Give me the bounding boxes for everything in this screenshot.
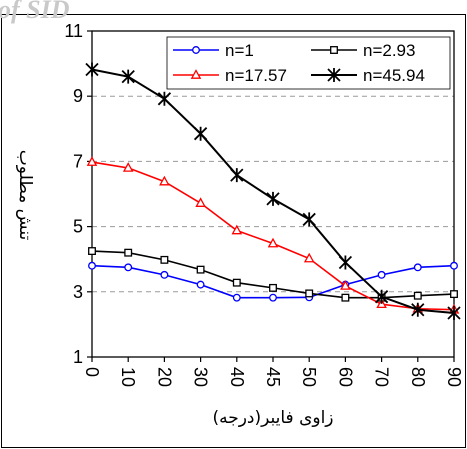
data-point-star [302, 212, 316, 227]
data-point-star [338, 255, 353, 270]
legend-label: n=45.94 [363, 66, 425, 85]
series [85, 62, 461, 320]
x-tick-label: 45 [263, 367, 283, 387]
y-tick-label: 1 [73, 347, 83, 367]
data-point-circle [160, 270, 169, 279]
data-point-star [411, 302, 425, 317]
y-tick-label: 9 [73, 86, 83, 106]
data-point-triangle [231, 224, 243, 235]
x-axis-label: زاوی فایبر(درجه) [212, 408, 333, 428]
legend-item: n=2.93 [311, 41, 415, 60]
data-point-square [341, 293, 350, 302]
x-tick-label: 70 [372, 367, 392, 387]
legend-label: n=1 [225, 41, 254, 60]
data-point-circle [377, 270, 386, 279]
data-point-star [447, 305, 461, 320]
data-point-triangle [159, 175, 170, 186]
data-point-square [413, 291, 422, 300]
data-point-circle [450, 261, 458, 270]
data-point-triangle [195, 197, 206, 207]
legend-label: n=2.93 [363, 41, 415, 60]
data-point-star [230, 168, 244, 183]
data-point-circle [88, 261, 96, 270]
y-tick-label: 5 [73, 217, 83, 237]
data-point-star [193, 126, 208, 141]
x-tick-label: 10 [118, 367, 138, 387]
x-tick-label: 40 [227, 367, 247, 387]
data-point-square [124, 248, 133, 257]
data-point-triangle [340, 280, 351, 290]
data-point-circle [192, 46, 200, 54]
legend-item: n=17.57 [173, 66, 287, 85]
data-point-square [330, 46, 338, 54]
data-point-triangle [190, 69, 202, 79]
data-point-triangle [267, 237, 279, 248]
data-point-star [374, 289, 389, 304]
x-tick-label: 30 [191, 367, 211, 387]
data-point-star [121, 69, 135, 84]
data-point-circle [269, 293, 277, 302]
data-point-square [450, 290, 458, 299]
legend-item: n=45.94 [311, 66, 425, 85]
data-point-star [157, 91, 172, 106]
legend-box [166, 36, 451, 90]
data-point-circle [124, 263, 133, 272]
watermark: of SID [0, 0, 70, 24]
data-point-triangle [303, 252, 315, 263]
x-tick-label: 90 [444, 367, 464, 387]
data-point-star [85, 62, 99, 77]
data-point-square [305, 289, 314, 298]
data-point-star [266, 191, 280, 206]
legend-item: n=1 [173, 41, 254, 60]
y-tick-label: 3 [73, 282, 83, 302]
legend: n=1 n=2.93 n=17.57 n=45.94 [166, 36, 451, 90]
y-axis-label: تنش مطلوب [15, 150, 35, 241]
x-tick-label: 80 [408, 367, 428, 387]
legend-label: n=17.57 [225, 66, 287, 85]
data-point-square [269, 283, 277, 292]
series-4 [85, 62, 461, 320]
data-point-triangle [122, 162, 134, 172]
data-point-circle [196, 280, 205, 289]
y-axis: 1 3 5 7 9 11 [64, 21, 92, 367]
data-point-square [196, 265, 205, 274]
x-axis: 0 10 20 30 40 45 50 60 70 80 90 [82, 357, 464, 387]
data-point-square [88, 247, 96, 255]
data-point-circle [413, 263, 422, 272]
data-point-triangle [86, 156, 98, 166]
x-tick-label: 60 [335, 367, 355, 387]
x-tick-label: 50 [299, 367, 319, 387]
x-tick-label: 20 [154, 367, 174, 387]
x-tick-label: 0 [82, 367, 102, 377]
data-point-star [327, 68, 341, 82]
data-point-square [160, 255, 169, 264]
data-point-square [232, 278, 241, 287]
y-tick-label: 11 [64, 21, 83, 41]
y-tick-label: 7 [73, 151, 83, 171]
data-point-circle [232, 293, 241, 302]
